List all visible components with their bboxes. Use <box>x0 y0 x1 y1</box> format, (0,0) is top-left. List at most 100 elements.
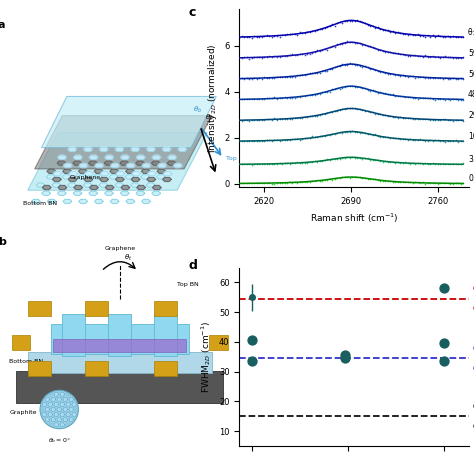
Point <box>319 68 326 75</box>
Point <box>281 179 288 187</box>
Point <box>263 31 271 39</box>
Point <box>303 159 311 167</box>
Point <box>283 160 291 167</box>
Point <box>261 33 268 40</box>
Point <box>251 137 258 144</box>
Point <box>338 84 346 91</box>
Point <box>386 158 394 166</box>
Point <box>369 156 376 163</box>
Polygon shape <box>63 418 68 422</box>
Point <box>399 159 407 167</box>
Point <box>421 33 429 40</box>
Point <box>404 52 411 60</box>
Polygon shape <box>126 163 135 167</box>
Point <box>309 112 316 120</box>
Point <box>374 176 382 183</box>
Point <box>442 161 449 168</box>
Point <box>364 21 371 29</box>
Polygon shape <box>57 418 62 422</box>
Point <box>394 178 401 186</box>
Point <box>243 96 251 103</box>
Polygon shape <box>142 199 150 203</box>
Point <box>265 115 273 122</box>
Text: b: b <box>0 237 6 247</box>
Point <box>273 136 281 144</box>
Point <box>457 161 465 168</box>
Text: Graphene: Graphene <box>104 246 135 251</box>
Point <box>432 179 439 187</box>
Polygon shape <box>68 147 77 152</box>
Point <box>336 85 344 92</box>
Point <box>313 158 321 165</box>
Point <box>369 108 376 115</box>
Point <box>432 137 439 144</box>
Point <box>306 69 313 76</box>
Point <box>248 137 255 144</box>
Point <box>306 134 313 142</box>
Point <box>331 107 338 115</box>
Point <box>278 136 286 144</box>
Point <box>253 75 261 82</box>
Point <box>326 157 334 164</box>
Point <box>419 73 427 81</box>
Point <box>303 178 311 185</box>
Point <box>384 70 392 77</box>
Point <box>321 45 328 52</box>
Polygon shape <box>142 163 151 167</box>
Point <box>432 96 439 103</box>
Point <box>255 75 263 82</box>
Point <box>265 94 273 101</box>
Point <box>344 153 351 161</box>
Point <box>429 74 437 81</box>
Polygon shape <box>100 177 109 182</box>
Point <box>286 115 293 122</box>
Polygon shape <box>125 175 134 179</box>
Point <box>331 22 338 30</box>
Text: $\theta_b = 0°$: $\theta_b = 0°$ <box>473 363 474 374</box>
Point <box>349 82 356 90</box>
Point <box>265 160 273 167</box>
Point <box>255 95 263 102</box>
Point <box>271 115 278 122</box>
Point <box>263 136 271 144</box>
Point <box>301 135 309 142</box>
Point <box>331 43 338 51</box>
Point <box>243 161 251 168</box>
Polygon shape <box>53 177 61 182</box>
Point <box>309 70 316 77</box>
Point <box>303 91 311 98</box>
Point <box>361 85 369 92</box>
Point <box>421 51 429 59</box>
Bar <box>154 314 177 356</box>
Point <box>459 160 467 167</box>
Point <box>265 75 273 82</box>
Point <box>341 154 349 162</box>
Point <box>449 160 457 167</box>
Polygon shape <box>115 147 124 152</box>
Point <box>323 156 331 163</box>
Polygon shape <box>147 172 156 176</box>
Point <box>452 136 459 144</box>
Polygon shape <box>48 402 53 406</box>
Point <box>248 116 255 123</box>
Point <box>440 340 447 347</box>
Point <box>392 49 399 56</box>
Point <box>444 53 452 61</box>
Point <box>341 39 349 46</box>
Point <box>429 160 437 167</box>
Point <box>296 71 303 78</box>
Point <box>316 157 324 164</box>
Text: $\theta_b = 0°$: $\theta_b = 0°$ <box>473 303 474 314</box>
Point <box>298 72 306 79</box>
Point <box>417 95 424 102</box>
Point <box>331 175 338 182</box>
Point <box>389 91 396 98</box>
Point <box>293 114 301 121</box>
Point <box>296 50 303 57</box>
Polygon shape <box>79 163 88 167</box>
Point <box>459 33 467 40</box>
Point <box>386 135 394 142</box>
Polygon shape <box>104 161 113 165</box>
Point <box>421 94 429 101</box>
Point <box>323 131 331 139</box>
